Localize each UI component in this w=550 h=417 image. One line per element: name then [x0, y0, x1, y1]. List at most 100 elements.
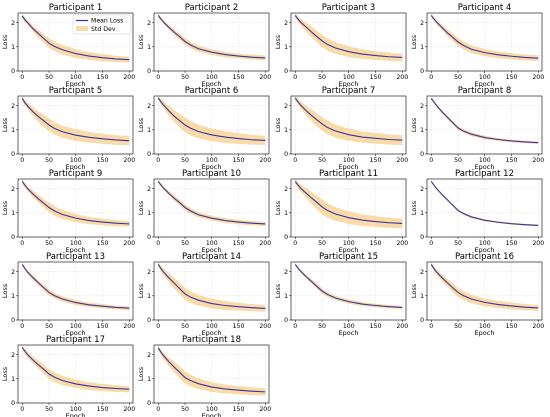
- x-tick-label: 100: [70, 74, 82, 81]
- legend-entry-mean: Mean Loss: [91, 18, 123, 25]
- mean-loss-line: [294, 15, 403, 59]
- y-axis-label: Loss: [410, 117, 418, 132]
- y-tick-label: 2: [11, 269, 15, 276]
- x-tick-label: 150: [233, 323, 245, 330]
- y-tick-label: 1: [147, 127, 151, 134]
- panel-title: Participant 12: [455, 169, 514, 179]
- y-tick-label: 1: [147, 293, 151, 300]
- x-tick-label: 100: [206, 323, 218, 330]
- y-axis-label: Loss: [274, 283, 282, 298]
- x-tick-label: 0: [20, 157, 24, 164]
- x-tick-label: 150: [506, 157, 518, 164]
- y-axis-label: Loss: [137, 34, 145, 49]
- panel-title: Participant 6: [185, 86, 239, 96]
- panel-title: Participant 2: [185, 3, 239, 13]
- panel-6: 0 50 100 150 200 0 1 2 Epoch Loss Participant 6: [137, 86, 271, 171]
- x-tick-label: 0: [20, 323, 24, 330]
- x-tick-label: 150: [506, 74, 518, 81]
- x-tick-label: 50: [318, 157, 326, 164]
- x-tick-label: 200: [259, 74, 271, 81]
- y-axis-label: Loss: [274, 200, 282, 215]
- x-tick-label: 100: [206, 74, 218, 81]
- x-tick-label: 50: [45, 74, 53, 81]
- y-tick-label: 1: [420, 293, 424, 300]
- x-axis-label: Epoch: [66, 80, 86, 88]
- y-tick-label: 2: [11, 20, 15, 27]
- y-tick-label: 1: [11, 127, 15, 134]
- mean-loss-line: [21, 264, 130, 309]
- y-axis-label: Loss: [410, 200, 418, 215]
- plot-frame: [426, 95, 543, 155]
- x-tick-label: 200: [123, 157, 135, 164]
- plot-frame: [153, 95, 270, 155]
- x-axis-label: Epoch: [475, 163, 495, 171]
- x-tick-label: 150: [370, 240, 382, 247]
- panel-9: 0 50 100 150 200 0 1 2 Epoch Loss Participant 9: [1, 169, 135, 254]
- panel-2: 0 50 100 150 200 0 1 2 Epoch Loss Participant 2: [137, 3, 271, 88]
- y-axis-label: Loss: [410, 34, 418, 49]
- plot-frame: [17, 95, 134, 155]
- plot-frame: [426, 261, 543, 321]
- panel-14: 0 50 100 150 200 0 1 2 Epoch Loss Participant 14: [137, 252, 271, 337]
- x-tick-label: 150: [370, 323, 382, 330]
- panel-title: Participant 10: [182, 169, 241, 179]
- x-tick-label: 50: [454, 323, 462, 330]
- x-axis-label: Epoch: [66, 163, 86, 171]
- x-tick-label: 0: [20, 74, 24, 81]
- y-tick-label: 1: [284, 293, 288, 300]
- x-axis-label: Epoch: [202, 80, 222, 88]
- y-tick-label: 1: [11, 376, 15, 383]
- y-tick-label: 2: [147, 103, 151, 110]
- y-tick-label: 1: [11, 293, 15, 300]
- x-tick-label: 100: [479, 74, 491, 81]
- y-tick-label: 2: [11, 352, 15, 359]
- x-tick-label: 0: [293, 74, 297, 81]
- x-axis-label: Epoch: [475, 80, 495, 88]
- plot-frame: [153, 12, 270, 72]
- x-tick-label: 150: [506, 323, 518, 330]
- mean-loss-line: [157, 97, 266, 142]
- y-tick-label: 1: [284, 210, 288, 217]
- y-tick-label: 0: [147, 400, 151, 407]
- mean-loss-line: [430, 264, 539, 309]
- x-axis-label: Epoch: [66, 412, 86, 417]
- x-axis-label: Epoch: [66, 246, 86, 254]
- x-axis-label: Epoch: [202, 329, 222, 337]
- y-tick-label: 2: [284, 20, 288, 27]
- x-tick-label: 50: [181, 240, 189, 247]
- x-axis-label: Epoch: [202, 163, 222, 171]
- mean-loss-line: [430, 181, 539, 226]
- y-tick-label: 0: [11, 400, 15, 407]
- y-tick-label: 2: [147, 352, 151, 359]
- x-tick-label: 200: [396, 240, 408, 247]
- y-tick-label: 1: [420, 210, 424, 217]
- std-band: [158, 262, 266, 312]
- y-tick-label: 0: [11, 151, 15, 158]
- x-tick-label: 50: [318, 323, 326, 330]
- x-axis-label: Epoch: [339, 163, 359, 171]
- x-tick-label: 0: [156, 240, 160, 247]
- plot-frame: [426, 178, 543, 238]
- std-band: [22, 262, 130, 311]
- panel-title: Participant 9: [49, 169, 103, 179]
- mean-loss-line: [294, 181, 403, 225]
- mean-loss-line: [157, 15, 266, 59]
- x-tick-label: 100: [70, 240, 82, 247]
- y-tick-label: 0: [11, 68, 15, 75]
- x-tick-label: 100: [343, 74, 355, 81]
- x-tick-label: 0: [429, 323, 433, 330]
- x-tick-label: 200: [532, 157, 544, 164]
- x-tick-label: 200: [259, 157, 271, 164]
- x-tick-label: 100: [206, 406, 218, 413]
- x-tick-label: 200: [123, 406, 135, 413]
- y-tick-label: 2: [147, 269, 151, 276]
- panel-3: 0 50 100 150 200 0 1 2 Epoch Loss Participant 3: [274, 3, 408, 88]
- plot-frame: [17, 12, 134, 72]
- y-tick-label: 0: [420, 234, 424, 241]
- mean-loss-line: [430, 15, 539, 59]
- x-tick-label: 50: [45, 323, 53, 330]
- panel-title: Participant 11: [319, 169, 378, 179]
- x-tick-label: 200: [396, 74, 408, 81]
